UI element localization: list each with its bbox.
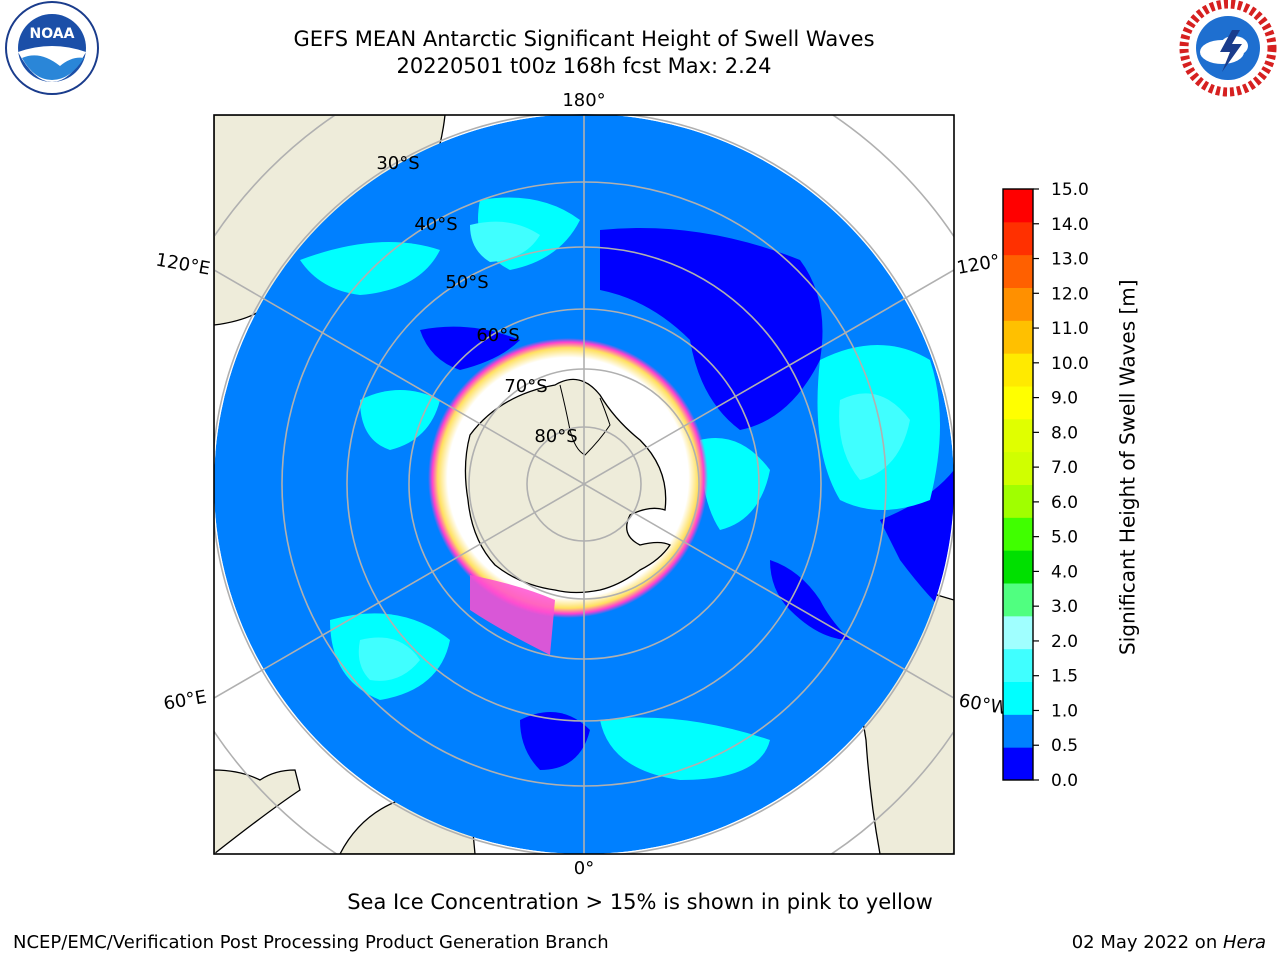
colorbar-segment bbox=[1003, 287, 1033, 321]
colorbar-tick-label: 8.0 bbox=[1051, 423, 1078, 443]
colorbar-segment bbox=[1003, 320, 1033, 354]
colorbar-tick-label: 7.0 bbox=[1051, 458, 1078, 478]
colorbar-tick-label: 9.0 bbox=[1051, 389, 1078, 409]
colorbar-segment bbox=[1003, 517, 1033, 551]
colorbar-tick-label: 13.0 bbox=[1051, 250, 1089, 270]
colorbar: 15.0 14.0 13.0 12.0 11.0 10.0 9.0 8.0 7.0 6.0 5.0 4… bbox=[1002, 180, 1089, 791]
colorbar-segment bbox=[1003, 189, 1033, 223]
colorbar-tick-label: 10.0 bbox=[1051, 354, 1089, 374]
colorbar-tick-label: 11.0 bbox=[1051, 319, 1089, 339]
colorbar-segment bbox=[1003, 714, 1033, 748]
colorbar-tick-label: 5.0 bbox=[1051, 528, 1078, 548]
colorbar-tick-label: 0.0 bbox=[1051, 771, 1078, 791]
colorbar-tick-label: 4.0 bbox=[1051, 562, 1078, 582]
colorbar-tick-label: 1.5 bbox=[1051, 667, 1078, 687]
africa-land bbox=[214, 769, 301, 854]
colorbar-segment bbox=[1003, 583, 1033, 617]
footer-credit: NCEP/EMC/Verification Post Processing Pr… bbox=[13, 932, 609, 953]
graticule bbox=[214, 115, 954, 854]
sea-ice-note: Sea Ice Concentration > 15% is shown in … bbox=[347, 890, 933, 914]
footer-date-text: 02 May 2022 on bbox=[1071, 932, 1223, 953]
colorbar-tick-label: 1.0 bbox=[1051, 701, 1078, 721]
chart-subtitle: 20220501 t00z 168h fcst Max: 2.24 bbox=[396, 54, 772, 78]
colorbar-segment bbox=[1003, 648, 1033, 682]
colorbar-tick-label: 0.5 bbox=[1051, 736, 1078, 756]
colorbar-segment bbox=[1003, 418, 1033, 453]
colorbar-tick-label: 2.0 bbox=[1051, 632, 1078, 652]
colorbar-segment bbox=[1003, 681, 1033, 715]
nws-logo bbox=[1179, 0, 1277, 97]
antarctica-land bbox=[464, 378, 671, 594]
colorbar-segment bbox=[1003, 386, 1033, 420]
lat-label-60s: 60°S bbox=[476, 325, 519, 346]
colorbar-tick-label: 14.0 bbox=[1051, 215, 1089, 235]
colorbar-segment bbox=[1003, 615, 1033, 650]
colorbar-segment bbox=[1003, 747, 1033, 781]
colorbar-border bbox=[1002, 188, 1034, 781]
lat-label-70s: 70°S bbox=[504, 376, 547, 397]
colorbar-label: Significant Height of Swell Waves [m] bbox=[1115, 279, 1140, 655]
lon-label-0: 0° bbox=[574, 858, 594, 879]
colorbar-segment bbox=[1003, 254, 1033, 288]
colorbar-segment bbox=[1003, 451, 1033, 485]
map-frame bbox=[213, 114, 955, 855]
lat-label-80s: 80°S bbox=[534, 426, 577, 447]
colorbar-tick-label: 6.0 bbox=[1051, 493, 1078, 513]
lon-label-60w: 60°W bbox=[957, 690, 1010, 719]
lat-label-50s: 50°S bbox=[445, 272, 488, 293]
colorbar-tick-label: 15.0 bbox=[1051, 180, 1089, 200]
lat-label-40s: 40°S bbox=[414, 214, 457, 235]
footer-host: Hera bbox=[1222, 932, 1266, 953]
colorbar-segment bbox=[1003, 484, 1033, 518]
colorbar-segment bbox=[1003, 550, 1033, 584]
lon-label-180: 180° bbox=[562, 90, 605, 111]
lon-label-120w: 120° bbox=[955, 251, 1001, 279]
lon-label-60e: 60°E bbox=[162, 686, 208, 714]
lat-label-30s: 30°S bbox=[376, 153, 419, 174]
colorbar-segment bbox=[1003, 353, 1033, 387]
colorbar-tick-label: 12.0 bbox=[1051, 284, 1089, 304]
lon-label-120e: 120°E bbox=[154, 249, 212, 279]
footer-date: 02 May 2022 on Hera bbox=[1072, 932, 1266, 953]
noaa-logo: NOAA bbox=[5, 1, 99, 95]
chart-title: GEFS MEAN Antarctic Significant Height o… bbox=[293, 27, 875, 51]
colorbar-segment bbox=[1003, 221, 1033, 256]
noaa-logo-text: NOAA bbox=[30, 26, 75, 42]
colorbar-tick-label: 3.0 bbox=[1051, 597, 1078, 617]
